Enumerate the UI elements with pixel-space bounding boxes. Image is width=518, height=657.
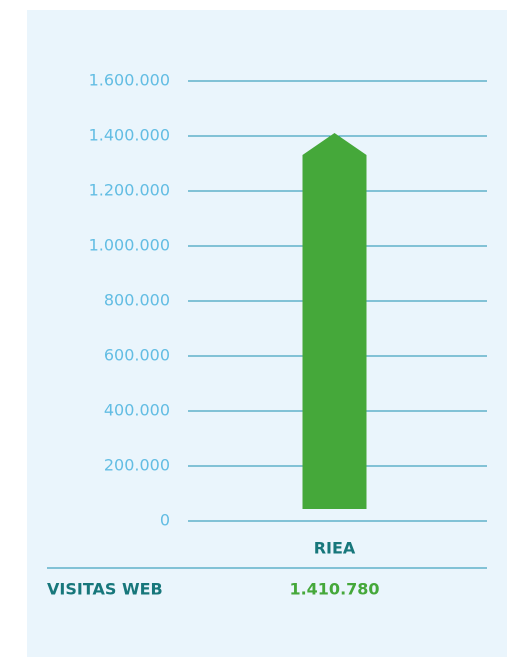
y-tick-label: 1.200.000 xyxy=(89,181,170,200)
y-tick-label: 1.000.000 xyxy=(89,236,170,255)
y-tick-label: 0 xyxy=(160,511,170,530)
y-tick-label: 800.000 xyxy=(104,291,170,310)
row-label: VISITAS WEB xyxy=(47,580,163,599)
y-tick-label: 600.000 xyxy=(104,346,170,365)
x-tick-label: RIEA xyxy=(314,539,356,558)
y-tick-label: 200.000 xyxy=(104,456,170,475)
y-tick-label: 400.000 xyxy=(104,401,170,420)
y-tick-label: 1.600.000 xyxy=(89,71,170,90)
value-label: 1.410.780 xyxy=(289,580,379,599)
bar xyxy=(302,133,367,509)
y-tick-label: 1.400.000 xyxy=(89,126,170,145)
panel xyxy=(27,10,507,657)
